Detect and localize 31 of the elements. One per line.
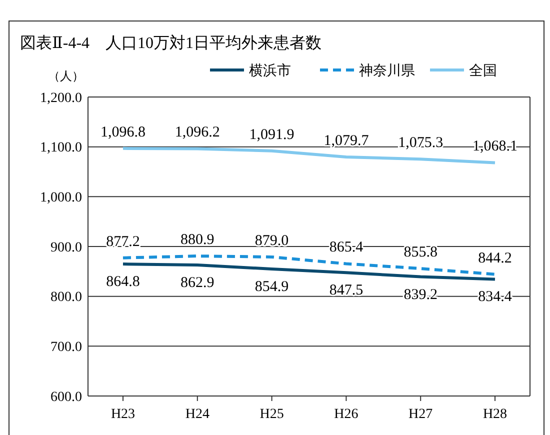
legend-label: 神奈川県 (359, 62, 415, 79)
data-label: 847.5 (329, 282, 364, 299)
x-tick-label: H27 (408, 407, 433, 422)
data-label: 879.0 (254, 232, 289, 249)
data-label: 877.2 (106, 234, 140, 250)
y-tick-label: 700.0 (50, 340, 82, 356)
data-label: 855.8 (404, 244, 438, 261)
x-tick-label: H24 (185, 407, 210, 422)
y-tick-label: 1,100.0 (40, 140, 82, 156)
y-tick-label: 600.0 (50, 390, 82, 405)
y-tick-label: 800.0 (50, 290, 82, 306)
data-label: 862.9 (180, 274, 214, 291)
x-tick-label: H25 (260, 407, 284, 422)
data-label: 1,079.7 (324, 132, 370, 149)
legend-label: 全国 (469, 62, 497, 79)
x-tick-label: H23 (110, 407, 136, 422)
data-label: 880.9 (180, 232, 214, 248)
data-label: 864.8 (106, 274, 140, 290)
y-tick-label: 900.0 (50, 240, 82, 256)
x-tick-label: H28 (482, 407, 508, 422)
chart-title: 図表Ⅱ-4-4 人口10万対1日平均外来患者数 (20, 34, 322, 52)
data-label: 1,096.2 (174, 124, 220, 141)
y-tick-label: 1,000.0 (40, 190, 82, 206)
data-label: 854.9 (254, 278, 289, 295)
y-tick-label: 1,200.0 (40, 90, 82, 106)
data-label: 844.2 (478, 250, 512, 266)
x-tick-label: H26 (334, 407, 358, 422)
data-label: 1,096.8 (100, 124, 146, 140)
data-label: 1,091.9 (249, 126, 294, 143)
y-axis-title: （人） (48, 69, 84, 83)
legend-label: 横浜市 (249, 62, 291, 79)
